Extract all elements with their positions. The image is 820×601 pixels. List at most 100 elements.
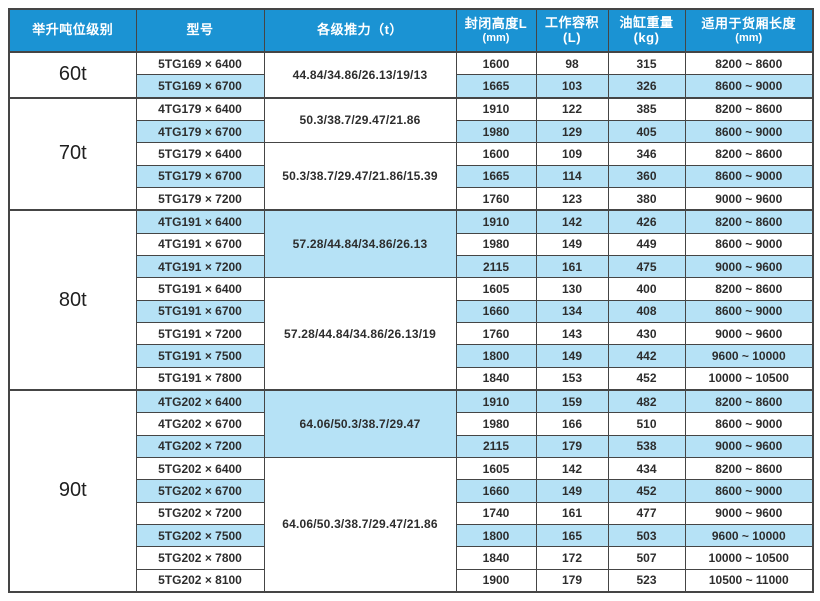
tonnage-class-cell: 60t (8, 51, 137, 99)
closed-height-cell: 2115 (455, 254, 537, 279)
thrust-cell: 50.3/38.7/29.47/21.86/15.39 (263, 142, 457, 211)
closed-height-cell: 1910 (455, 209, 537, 234)
tonnage-class-cell: 80t (8, 209, 137, 391)
closed-height-cell: 1600 (455, 142, 537, 166)
closed-height-cell: 1600 (455, 51, 537, 76)
working-volume-cell: 103 (535, 74, 609, 99)
tonnage-class-cell: 90t (8, 388, 137, 593)
table-row: 5TG179 × 6400 50.3/38.7/29.47/21.86/15.39… (9, 142, 814, 211)
box-length-cell: 8200 ~ 8600 (684, 142, 814, 166)
model-cell: 4TG202 × 7200 (135, 434, 265, 458)
cylinder-weight-cell: 346 (607, 142, 686, 166)
cylinder-weight-cell: 430 (607, 321, 686, 346)
model-cell: 4TG191 × 6400 (135, 209, 265, 234)
box-length-cell: 8200 ~ 8600 (684, 51, 814, 76)
column-header-1: 型号 (135, 8, 265, 53)
column-header-label: 各级推力（t） (317, 22, 403, 38)
table-row: 80t 4TG191 × 6400 57.28/44.84/34.86/26.13 1… (8, 209, 814, 391)
cylinder-weight-cell: 385 (607, 96, 686, 121)
table-row: 70t 4TG179 × 6400 50.3/38.7/29.47/21.86 191… (8, 96, 814, 211)
working-volume-cell: 166 (535, 412, 609, 436)
box-length-cell: 8600 ~ 9000 (684, 74, 814, 99)
table-row: 4TG202 × 6700 1980 166 510 8600 ~ 9000 (9, 412, 814, 436)
column-header-5: 油缸重量(kg) (607, 8, 686, 53)
cylinder-weight-cell: 510 (607, 412, 686, 436)
closed-height-cell: 1840 (455, 546, 537, 570)
working-volume-cell: 149 (535, 479, 609, 503)
working-volume-cell: 122 (535, 96, 609, 121)
column-header-label: 适用于货厢长度 (701, 15, 796, 31)
working-volume-cell: 109 (535, 142, 609, 166)
column-header-label: 油缸重量(kg) (619, 14, 674, 45)
cylinder-weight-cell: 482 (607, 388, 686, 414)
working-volume-cell: 153 (535, 366, 609, 391)
table-row: 90t 4TG202 × 6400 64.06/50.3/38.7/29.47 191… (8, 388, 814, 593)
closed-height-cell: 1660 (455, 479, 537, 503)
working-volume-cell: 129 (535, 119, 609, 144)
working-volume-cell: 161 (535, 501, 609, 525)
box-length-cell: 9000 ~ 9600 (684, 186, 814, 211)
thrust-cell: 64.06/50.3/38.7/29.47/21.86 (263, 456, 457, 593)
model-cell: 5TG202 × 8100 (135, 568, 265, 593)
box-length-cell: 9600 ~ 10000 (684, 523, 814, 548)
table-row: 5TG202 × 6700 1660 149 452 8600 ~ 9000 (9, 479, 814, 503)
model-cell: 5TG191 × 6700 (135, 299, 265, 323)
box-length-cell: 8600 ~ 9000 (684, 299, 814, 323)
box-length-cell: 8200 ~ 8600 (684, 96, 814, 121)
cylinder-spec-table: 举升吨位级别 型号 各级推力（t） 封闭高度L (mm) 工作容积(L) 油缸重量(kg) 适… (8, 8, 814, 593)
tonnage-class-cell: 70t (8, 96, 137, 211)
column-header-label: 工作容积(L) (544, 14, 599, 45)
table-row: 5TG202 × 8100 1900 179 523 10500 ~ 11000 (9, 568, 814, 593)
thrust-cell: 44.84/34.86/26.13/19/13 (263, 51, 457, 99)
column-header-4: 工作容积(L) (535, 8, 609, 53)
box-length-cell: 8200 ~ 8600 (684, 277, 814, 301)
model-cell: 4TG179 × 6400 (135, 96, 265, 121)
working-volume-cell: 165 (535, 523, 609, 548)
working-volume-cell: 134 (535, 299, 609, 323)
cylinder-weight-cell: 452 (607, 479, 686, 503)
closed-height-cell: 1760 (455, 321, 537, 346)
table-row: 4TG191 × 6700 1980 149 449 8600 ~ 9000 (9, 232, 814, 256)
thrust-cell: 57.28/44.84/34.86/26.13 (263, 209, 457, 279)
model-cell: 5TG179 × 6700 (135, 164, 265, 188)
closed-height-cell: 1910 (455, 388, 537, 414)
box-length-cell: 8200 ~ 8600 (684, 388, 814, 414)
model-cell: 4TG202 × 6400 (135, 388, 265, 414)
box-length-cell: 9600 ~ 10000 (684, 344, 814, 368)
model-cell: 5TG179 × 7200 (135, 186, 265, 211)
table-row: 5TG202 × 7200 1740 161 477 9000 ~ 9600 (9, 501, 814, 525)
model-cell: 4TG179 × 6700 (135, 119, 265, 144)
closed-height-cell: 1800 (455, 344, 537, 368)
closed-height-cell: 1665 (455, 74, 537, 99)
cylinder-weight-cell: 507 (607, 546, 686, 570)
closed-height-cell: 1900 (455, 568, 537, 593)
box-length-cell: 8600 ~ 9000 (684, 479, 814, 503)
closed-height-cell: 1840 (455, 366, 537, 391)
cylinder-weight-cell: 452 (607, 366, 686, 391)
working-volume-cell: 123 (535, 186, 609, 211)
cylinder-weight-cell: 405 (607, 119, 686, 144)
table-row: 5TG179 × 6700 1665 114 360 8600 ~ 9000 (9, 164, 814, 188)
cylinder-weight-cell: 449 (607, 232, 686, 256)
table-row: 5TG202 × 7800 1840 172 507 10000 ~ 10500 (9, 546, 814, 570)
closed-height-cell: 1660 (455, 299, 537, 323)
table-row: 5TG169 × 6700 1665 103 326 8600 ~ 9000 (9, 74, 814, 99)
closed-height-cell: 1760 (455, 186, 537, 211)
closed-height-cell: 1980 (455, 232, 537, 256)
box-length-cell: 8200 ~ 8600 (684, 209, 814, 234)
box-length-cell: 9000 ~ 9600 (684, 321, 814, 346)
model-cell: 5TG191 × 7800 (135, 366, 265, 391)
column-header-6: 适用于货厢长度 (mm) (684, 8, 814, 53)
model-cell: 5TG191 × 6400 (135, 277, 265, 301)
closed-height-cell: 1605 (455, 277, 537, 301)
cylinder-weight-cell: 426 (607, 209, 686, 234)
thrust-cell: 50.3/38.7/29.47/21.86 (263, 96, 457, 144)
box-length-cell: 8600 ~ 9000 (684, 232, 814, 256)
model-cell: 4TG202 × 6700 (135, 412, 265, 436)
model-cell: 5TG202 × 6700 (135, 479, 265, 503)
table-row: 4TG202 × 7200 2115 179 538 9000 ~ 9600 (9, 434, 814, 458)
column-header-unit: (mm) (482, 31, 510, 44)
table-row: 5TG191 × 7200 1760 143 430 9000 ~ 9600 (9, 321, 814, 346)
box-length-cell: 9000 ~ 9600 (684, 434, 814, 458)
cylinder-weight-cell: 380 (607, 186, 686, 211)
